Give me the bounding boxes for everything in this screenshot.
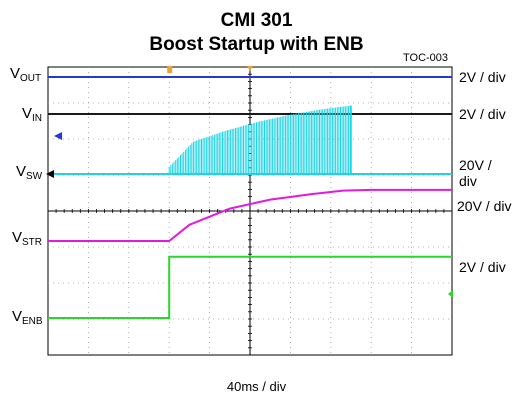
label-vout: VOUT [10,65,42,85]
vsw-ground-marker [46,170,54,178]
scale-vsw: 20V / div [459,157,492,189]
trigger-marker [167,66,173,73]
chart-title: CMI 301 [220,10,293,31]
chart-subtitle: Boost Startup with ENB [149,34,364,55]
label-vin: VIN [22,105,43,125]
center-trigger-marker [247,66,253,71]
label-vstr: VSTR [12,229,43,249]
x-scale-label: 40ms / div [226,379,287,394]
scale-vout: 2V / div [459,69,506,85]
trace-vstr [48,188,452,242]
scale-vin: 2V / div [459,106,506,122]
trace-venb [48,255,452,319]
scale-venb: 2V / div [459,259,506,275]
venb-marker [448,290,453,298]
scale-vstr: 20V / div [457,198,512,214]
trace-vsw-switching [168,105,351,174]
vout-ground-marker [54,132,62,140]
label-vsw: VSW [16,163,43,183]
figure-tag: TOC-003 [403,52,449,64]
label-venb: VENB [12,308,43,328]
